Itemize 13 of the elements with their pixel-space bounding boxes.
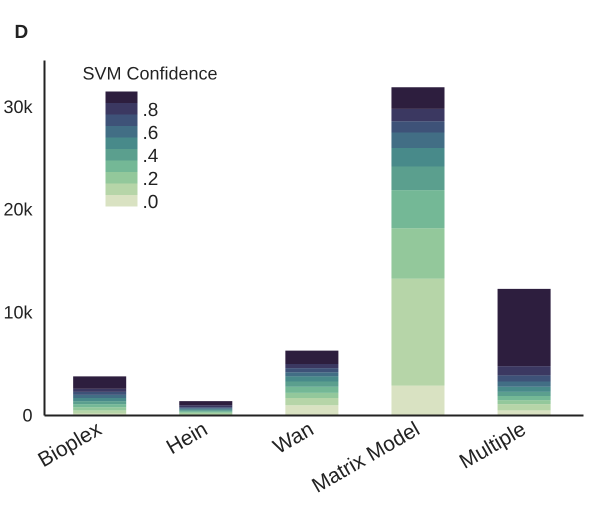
legend-label: .8: [142, 100, 158, 121]
y-tick-label: 0: [22, 406, 33, 426]
x-tick-label: Hein: [162, 418, 212, 460]
y-tick-label: 30k: [3, 96, 34, 117]
chart-title: D: [14, 22, 28, 43]
legend-label: .0: [142, 192, 158, 213]
legend-label: .6: [142, 122, 158, 144]
legend-label: .4: [142, 146, 159, 167]
legend-title: SVM Confidence: [82, 64, 218, 84]
legend-label: .2: [142, 168, 158, 190]
y-tick-label: 10k: [3, 302, 34, 323]
x-tick-label: Wan: [269, 418, 318, 459]
y-tick-label: 20k: [3, 200, 34, 220]
